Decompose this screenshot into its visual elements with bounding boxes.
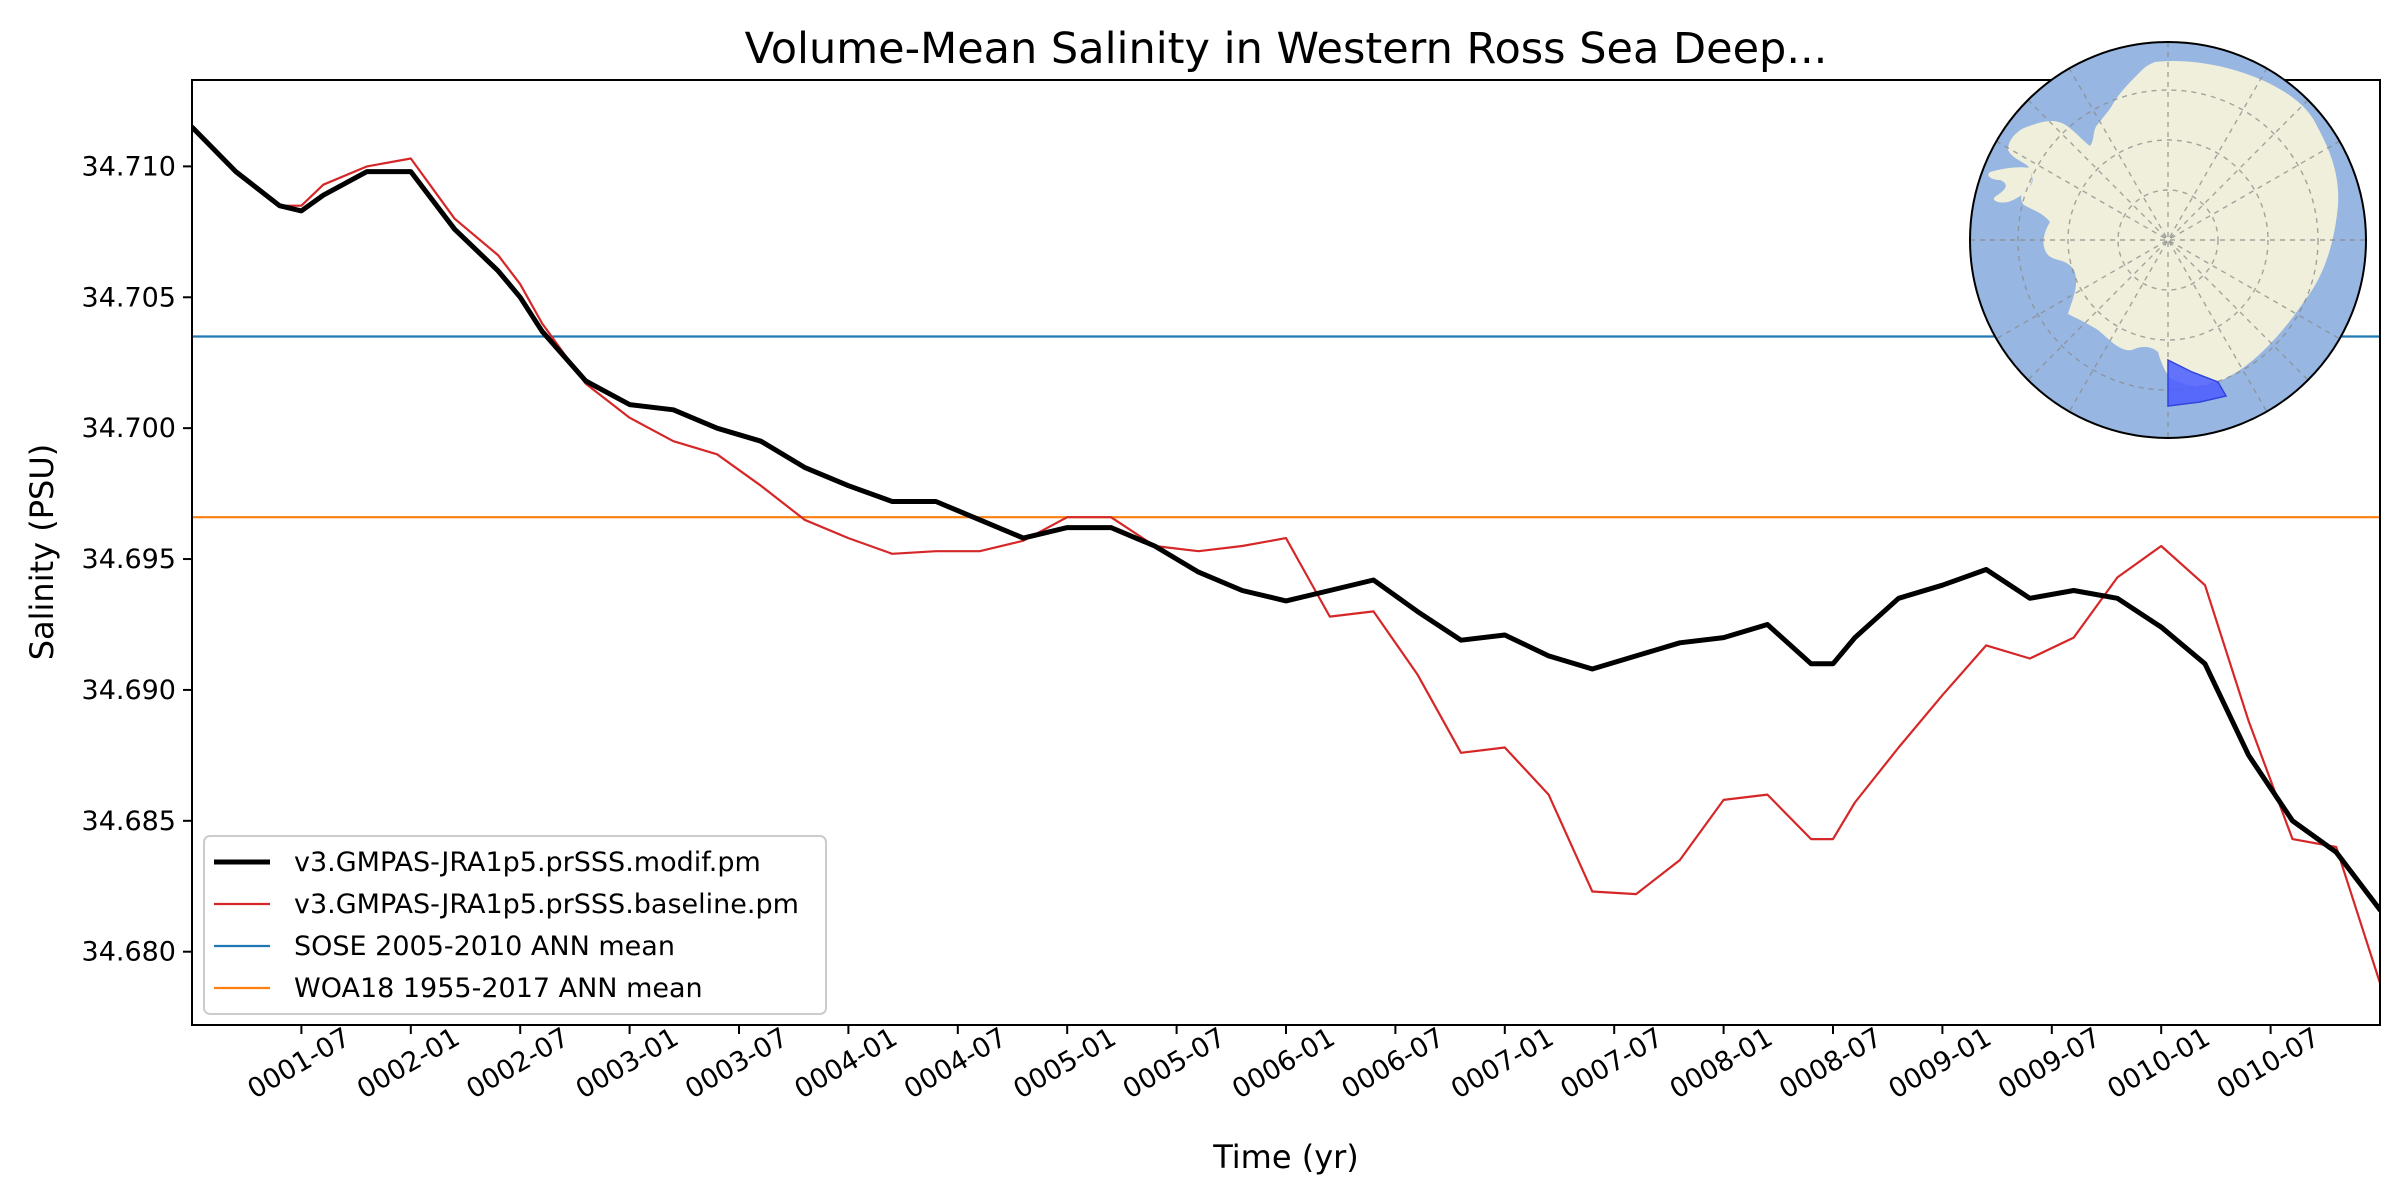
y-axis-label: Salinity (PSU) bbox=[23, 444, 61, 661]
series-line-1 bbox=[192, 125, 2380, 985]
legend-box bbox=[203, 835, 827, 1015]
y-tick-label: 34.690 bbox=[82, 675, 176, 706]
legend-entry: WOA18 1955-2017 ANN mean bbox=[294, 973, 703, 1004]
chart-title: Volume-Mean Salinity in Western Ross Sea… bbox=[745, 24, 1828, 74]
y-tick-label: 34.705 bbox=[82, 282, 176, 313]
y-tick-label: 34.680 bbox=[82, 937, 176, 968]
y-tick-label: 34.685 bbox=[82, 806, 176, 837]
y-axis: 34.680 34.685 34.690 34.695 34.700 34.705 34.7… bbox=[82, 151, 192, 968]
legend-entry: v3.GMPAS-JRA1p5.prSSS.baseline.pm bbox=[294, 889, 799, 920]
western-ross-sea-region bbox=[2167, 358, 2228, 407]
plot-area bbox=[191, 79, 2381, 1026]
antarctic-peninsula bbox=[1988, 167, 2032, 203]
legend: v3.GMPAS-JRA1p5.prSSS.modif.pm v3.GMPAS-J… bbox=[203, 835, 827, 1015]
antarctica-inset-map bbox=[1969, 41, 2367, 439]
legend-entry: v3.GMPAS-JRA1p5.prSSS.modif.pm bbox=[294, 847, 761, 878]
series-line-0 bbox=[192, 124, 2380, 913]
y-tick-label: 34.695 bbox=[82, 544, 176, 575]
inset-border bbox=[1969, 41, 2367, 439]
y-tick-label: 34.700 bbox=[82, 413, 176, 444]
antarctica-land bbox=[2008, 60, 2339, 387]
x-axis-label: Time (yr) bbox=[1212, 1138, 1359, 1176]
y-tick-label: 34.710 bbox=[82, 151, 176, 182]
legend-entry: SOSE 2005-2010 ANN mean bbox=[294, 931, 675, 962]
